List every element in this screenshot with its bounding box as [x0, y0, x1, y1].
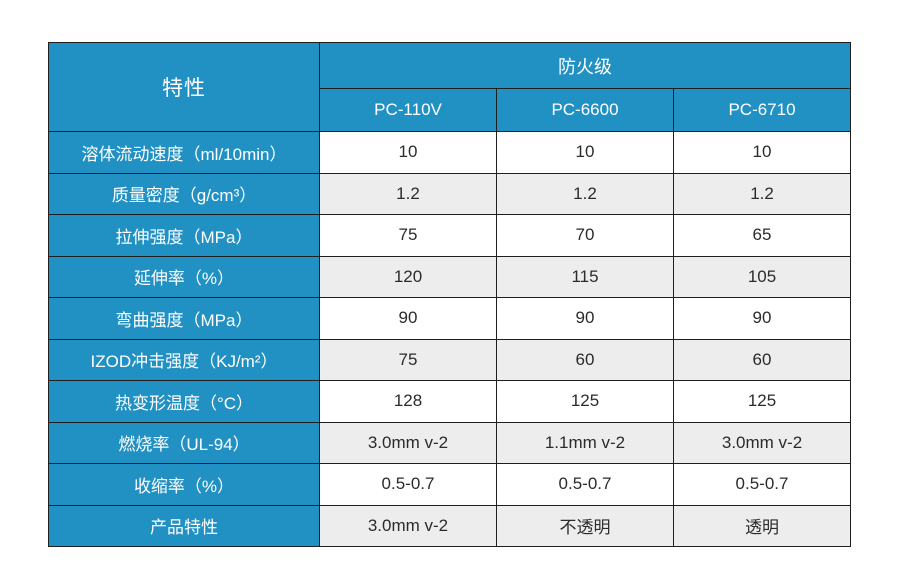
row-label-cell: 质量密度（g/cm³）	[48, 172, 320, 215]
table-row: 延伸率（%） 120 115 105	[48, 255, 852, 298]
table-row: 燃烧率（UL-94） 3.0mm v-2 1.1mm v-2 3.0mm v-2	[48, 421, 852, 464]
value-cell: 1.2	[496, 172, 674, 215]
row-label-cell: 溶体流动速度（ml/10min）	[48, 131, 320, 174]
value-cell: 0.5-0.7	[672, 463, 852, 506]
value-cell: 105	[672, 255, 852, 298]
table-row: IZOD冲击强度（KJ/m²） 75 60 60	[48, 338, 852, 381]
value-cell: 75	[319, 214, 497, 257]
value-cell: 1.2	[672, 172, 852, 215]
row-label-cell: 收缩率（%）	[48, 463, 320, 506]
value-cell: 125	[496, 380, 674, 423]
row-label-cell: 弯曲强度（MPa）	[48, 297, 320, 340]
table-row: 热变形温度（°C） 128 125 125	[48, 380, 852, 423]
value-cell: 10	[672, 131, 852, 174]
value-cell: 60	[496, 338, 674, 381]
table-row: 质量密度（g/cm³） 1.2 1.2 1.2	[48, 172, 852, 215]
value-cell: 3.0mm v-2	[319, 421, 497, 464]
value-cell: 0.5-0.7	[496, 463, 674, 506]
value-cell: 不透明	[496, 504, 674, 547]
value-cell: 3.0mm v-2	[319, 504, 497, 547]
column-header-pc6600: PC-6600	[496, 88, 674, 132]
value-cell: 1.2	[319, 172, 497, 215]
group-header-cell: 防火级	[318, 42, 852, 89]
value-cell: 10	[496, 131, 674, 174]
table-row: 收缩率（%） 0.5-0.7 0.5-0.7 0.5-0.7	[48, 463, 852, 506]
value-cell: 0.5-0.7	[319, 463, 497, 506]
value-cell: 70	[496, 214, 674, 257]
column-header-pc110v: PC-110V	[319, 88, 497, 132]
row-label-cell: IZOD冲击强度（KJ/m²）	[48, 338, 320, 381]
row-label-cell: 延伸率（%）	[48, 255, 320, 298]
value-cell: 10	[319, 131, 497, 174]
value-cell: 透明	[672, 504, 852, 547]
value-cell: 128	[319, 380, 497, 423]
value-cell: 90	[496, 297, 674, 340]
table-row: 弯曲强度（MPa） 90 90 90	[48, 297, 852, 340]
spec-table: 特性 防火级 PC-110V PC-6600 PC-6710 溶体流动速度（ml…	[48, 42, 852, 547]
row-label-cell: 燃烧率（UL-94）	[48, 421, 320, 464]
column-header-pc6710: PC-6710	[672, 88, 852, 132]
value-cell: 75	[319, 338, 497, 381]
corner-header-cell: 特性	[48, 42, 320, 132]
value-cell: 120	[319, 255, 497, 298]
value-cell: 1.1mm v-2	[496, 421, 674, 464]
column-header-row: PC-110V PC-6600 PC-6710	[49, 88, 852, 132]
row-label-cell: 热变形温度（°C）	[48, 380, 320, 423]
value-cell: 3.0mm v-2	[672, 421, 852, 464]
value-cell: 90	[672, 297, 852, 340]
table-row: 拉伸强度（MPa） 75 70 65	[48, 214, 852, 257]
value-cell: 60	[672, 338, 852, 381]
value-cell: 125	[672, 380, 852, 423]
row-label-cell: 产品特性	[48, 504, 320, 547]
value-cell: 65	[672, 214, 852, 257]
row-label-cell: 拉伸强度（MPa）	[48, 214, 320, 257]
group-header-row: 特性 防火级	[48, 42, 852, 132]
table-row: 溶体流动速度（ml/10min） 10 10 10	[48, 131, 852, 174]
value-cell: 115	[496, 255, 674, 298]
value-cell: 90	[319, 297, 497, 340]
table-row: 产品特性 3.0mm v-2 不透明 透明	[48, 504, 852, 547]
